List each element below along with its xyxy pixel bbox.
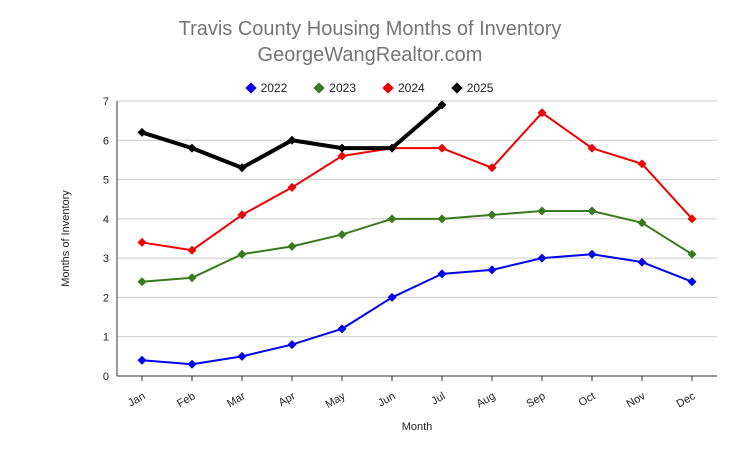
- data-point-2024-Mar: [237, 210, 247, 220]
- data-point-2022-Feb: [187, 359, 197, 369]
- series-line-2023: [141, 210, 693, 283]
- data-point-2023-May: [337, 230, 347, 240]
- data-point-2023-Jan: [137, 277, 147, 287]
- y-tick-label: 7: [103, 96, 109, 108]
- data-point-2022-Sep: [537, 253, 547, 263]
- legend-item-2022[interactable]: 2022: [244, 81, 288, 95]
- data-point-2022-Nov: [637, 257, 647, 267]
- chart-legend: 2022 2023 2024 2025: [0, 81, 740, 95]
- series-line-2024: [141, 111, 693, 252]
- data-point-2022-Jul: [437, 269, 447, 279]
- legend-item-2024[interactable]: 2024: [382, 81, 425, 95]
- data-point-2023-Oct: [587, 206, 597, 216]
- data-point-2024-Nov: [637, 159, 647, 169]
- chart-title: Travis County Housing Months of Inventor…: [178, 18, 562, 40]
- y-tick-label: 2: [103, 292, 109, 304]
- x-tick-label: Mar: [225, 390, 248, 410]
- x-tick-label: Jul: [429, 390, 447, 407]
- data-point-2022-Dec: [687, 277, 697, 287]
- y-tick-label: 0: [103, 371, 109, 383]
- legend-item-2023[interactable]: 2023: [313, 81, 356, 95]
- data-point-2025-Feb: [187, 143, 197, 153]
- x-tick-label: Jun: [376, 390, 397, 409]
- y-axis-label: Months of Inventory: [60, 190, 72, 287]
- y-tick-label: 4: [103, 214, 109, 226]
- data-point-2023-Aug: [487, 210, 497, 220]
- chart-subtitle: GeorgeWangRealtor.com: [257, 44, 483, 66]
- y-tick-label: 1: [103, 332, 109, 344]
- data-point-2024-Sep: [537, 108, 547, 118]
- x-tick-label: Dec: [675, 390, 698, 410]
- data-point-2024-Jan: [137, 237, 147, 247]
- x-tick-label: Aug: [475, 390, 498, 410]
- data-point-2025-Apr: [287, 135, 297, 145]
- data-point-2023-Jul: [437, 214, 447, 224]
- data-point-2023-Jun: [387, 214, 397, 224]
- data-point-2025-Jul: [437, 100, 447, 110]
- x-tick-label: Nov: [625, 390, 648, 410]
- y-tick-label: 5: [103, 175, 109, 187]
- data-point-2024-Apr: [287, 182, 297, 192]
- y-tick-label: 6: [103, 135, 109, 147]
- x-tick-label: Sep: [525, 390, 548, 410]
- data-point-2025-Jan: [137, 127, 147, 137]
- data-point-2024-Feb: [187, 245, 197, 255]
- x-tick-label: Jan: [126, 390, 147, 409]
- x-tick-label: May: [324, 390, 348, 411]
- data-point-2022-Oct: [587, 249, 597, 259]
- x-axis-label: Month: [402, 421, 433, 433]
- x-tick-label: Apr: [277, 390, 298, 409]
- data-point-2023-Feb: [187, 273, 197, 283]
- data-point-2024-Jul: [437, 143, 447, 153]
- legend-label: 2022: [260, 81, 288, 95]
- data-point-2023-Apr: [287, 241, 297, 251]
- data-point-2022-Mar: [237, 351, 247, 361]
- y-tick-label: 3: [103, 253, 109, 265]
- data-point-2025-May: [337, 143, 347, 153]
- data-point-2024-May: [337, 151, 347, 161]
- data-point-2023-Dec: [687, 249, 697, 259]
- data-point-2024-Oct: [587, 143, 597, 153]
- series-line-2022: [141, 253, 693, 366]
- legend-label: 2024: [398, 81, 425, 95]
- data-point-2025-Mar: [237, 163, 247, 173]
- data-point-2022-May: [337, 324, 347, 334]
- legend-item-2025[interactable]: 2025: [451, 81, 494, 95]
- legend-label: 2023: [329, 81, 356, 95]
- data-point-2022-Aug: [487, 265, 497, 275]
- data-point-2022-Apr: [287, 340, 297, 350]
- data-point-2022-Jan: [137, 355, 147, 365]
- data-point-2024-Dec: [687, 214, 697, 224]
- x-tick-label: Feb: [175, 390, 197, 410]
- data-point-2025-Jun: [387, 143, 397, 153]
- data-point-2022-Jun: [387, 292, 397, 302]
- x-tick-label: Oct: [577, 390, 598, 409]
- data-point-2023-Sep: [537, 206, 547, 216]
- data-point-2023-Nov: [637, 218, 647, 228]
- data-point-2023-Mar: [237, 249, 247, 259]
- data-point-2024-Aug: [487, 163, 497, 173]
- legend-label: 2025: [466, 81, 494, 95]
